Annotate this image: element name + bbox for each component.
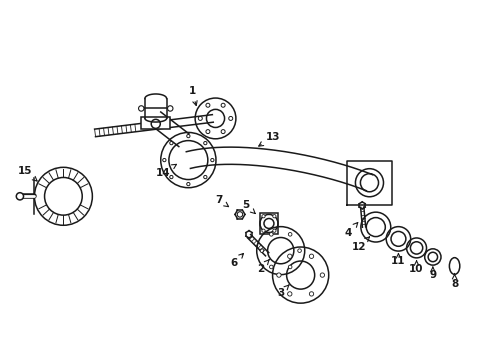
Text: 4: 4 <box>344 222 357 238</box>
Circle shape <box>221 103 224 107</box>
Text: 14: 14 <box>155 165 176 178</box>
Text: 8: 8 <box>450 274 457 289</box>
Text: 5: 5 <box>242 201 255 213</box>
Text: 15: 15 <box>18 166 37 181</box>
Text: 13: 13 <box>258 131 280 146</box>
Circle shape <box>287 292 291 296</box>
Circle shape <box>287 254 291 258</box>
Circle shape <box>297 249 301 252</box>
FancyBboxPatch shape <box>259 213 278 234</box>
Circle shape <box>309 254 313 258</box>
Circle shape <box>186 183 190 186</box>
Circle shape <box>203 175 206 179</box>
Circle shape <box>198 116 202 120</box>
Circle shape <box>309 292 313 296</box>
Circle shape <box>228 116 232 120</box>
Circle shape <box>272 229 275 232</box>
Circle shape <box>262 229 264 232</box>
Text: 6: 6 <box>229 253 243 268</box>
Text: 2: 2 <box>257 260 269 274</box>
Circle shape <box>269 265 273 269</box>
Circle shape <box>288 265 291 269</box>
Circle shape <box>221 130 224 134</box>
Text: 12: 12 <box>351 237 369 252</box>
Text: 10: 10 <box>408 261 423 274</box>
Circle shape <box>205 103 209 107</box>
FancyBboxPatch shape <box>141 117 170 129</box>
Circle shape <box>205 130 209 134</box>
Text: 3: 3 <box>277 285 288 298</box>
Circle shape <box>16 193 23 200</box>
Circle shape <box>269 233 273 236</box>
Circle shape <box>169 141 173 145</box>
Circle shape <box>262 215 264 218</box>
Circle shape <box>260 249 263 252</box>
Text: 1: 1 <box>188 86 197 105</box>
Circle shape <box>203 141 206 145</box>
Circle shape <box>163 158 165 162</box>
Circle shape <box>167 106 173 111</box>
Circle shape <box>138 106 143 111</box>
Circle shape <box>272 215 275 218</box>
Text: 7: 7 <box>215 195 228 207</box>
Circle shape <box>210 158 214 162</box>
Circle shape <box>169 175 173 179</box>
Circle shape <box>186 134 190 138</box>
Text: 9: 9 <box>428 267 435 280</box>
Text: 11: 11 <box>390 253 405 266</box>
Circle shape <box>276 273 281 277</box>
Circle shape <box>288 233 291 236</box>
Circle shape <box>320 273 324 277</box>
